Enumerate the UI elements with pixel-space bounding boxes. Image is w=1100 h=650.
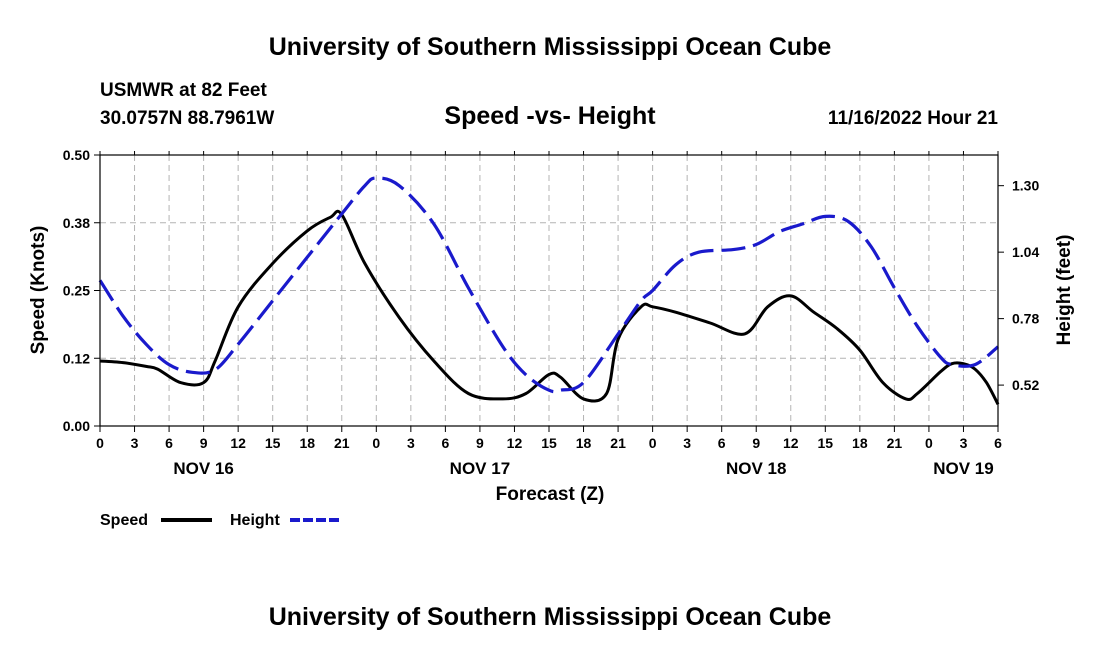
plot-series xyxy=(98,176,1000,405)
x-tick-label: 21 xyxy=(334,435,350,451)
y-tick-label-right: 1.04 xyxy=(1012,244,1039,260)
x-tick-label: 3 xyxy=(407,435,415,451)
y-tick-label-left: 0.25 xyxy=(63,283,90,299)
x-tick-label: 15 xyxy=(818,435,834,451)
x-tick-label: 15 xyxy=(541,435,557,451)
y-axis-label-right: Height (feet) xyxy=(1054,235,1075,346)
x-tick-label: 6 xyxy=(441,435,449,451)
x-tick-label: 6 xyxy=(718,435,726,451)
day-label: NOV 16 xyxy=(173,459,233,478)
footer-title: University of Southern Mississippi Ocean… xyxy=(269,603,832,631)
legend: Speed Height xyxy=(100,512,342,529)
x-axis-label: Forecast (Z) xyxy=(496,484,605,505)
x-tick-label: 0 xyxy=(925,435,933,451)
x-tick-label: 3 xyxy=(131,435,139,451)
axes: 0 3 6 9 12 15 18 21 0 3 6 9 12 15 18 21 0 3 6 9 12 15 18 21 0 3 6 0… xyxy=(63,147,1040,478)
x-tick-label: 9 xyxy=(200,435,208,451)
x-tick-label: 18 xyxy=(299,435,315,451)
station-label: USMWR at 82 Feet xyxy=(100,80,267,101)
x-tick-label: 0 xyxy=(372,435,380,451)
x-tick-label: 12 xyxy=(507,435,523,451)
y-tick-label-right: 1.30 xyxy=(1012,178,1039,194)
y-tick-label-right: 0.52 xyxy=(1012,377,1039,393)
day-label: NOV 18 xyxy=(726,459,786,478)
y-axis-label-left: Speed (Knots) xyxy=(28,226,49,355)
x-tick-label: 18 xyxy=(576,435,592,451)
y-tick-label-left: 0.00 xyxy=(63,418,90,434)
legend-speed-label: Speed xyxy=(100,512,148,529)
speed-series-line xyxy=(99,209,1000,405)
grid-lines xyxy=(100,155,998,426)
x-tick-label: 6 xyxy=(165,435,173,451)
y-tick-label-left: 0.38 xyxy=(63,215,90,231)
x-tick-label: 0 xyxy=(649,435,657,451)
x-tick-label: 21 xyxy=(610,435,626,451)
chart-title: Speed -vs- Height xyxy=(444,102,656,130)
x-tick-label: 15 xyxy=(265,435,281,451)
x-tick-label: 6 xyxy=(994,435,1002,451)
y-tick-label-left: 0.12 xyxy=(63,350,90,366)
height-series-line xyxy=(98,176,1000,394)
x-tick-label: 9 xyxy=(752,435,760,451)
day-label: NOV 17 xyxy=(450,459,510,478)
y-tick-label-right: 0.78 xyxy=(1012,311,1039,327)
x-tick-label: 18 xyxy=(852,435,868,451)
figure-title: University of Southern Mississippi Ocean… xyxy=(269,33,832,61)
forecast-timestamp: 11/16/2022 Hour 21 xyxy=(828,108,998,129)
x-tick-label: 3 xyxy=(960,435,968,451)
x-tick-label: 9 xyxy=(476,435,484,451)
x-tick-label: 3 xyxy=(683,435,691,451)
x-tick-label: 12 xyxy=(783,435,799,451)
y-tick-label-left: 0.50 xyxy=(63,147,90,163)
station-coordinates: 30.0757N 88.7961W xyxy=(100,108,274,129)
day-label: NOV 19 xyxy=(933,459,993,478)
legend-height-label: Height xyxy=(230,512,280,529)
x-tick-label: 12 xyxy=(230,435,246,451)
x-tick-label: 0 xyxy=(96,435,104,451)
x-tick-label: 21 xyxy=(887,435,903,451)
